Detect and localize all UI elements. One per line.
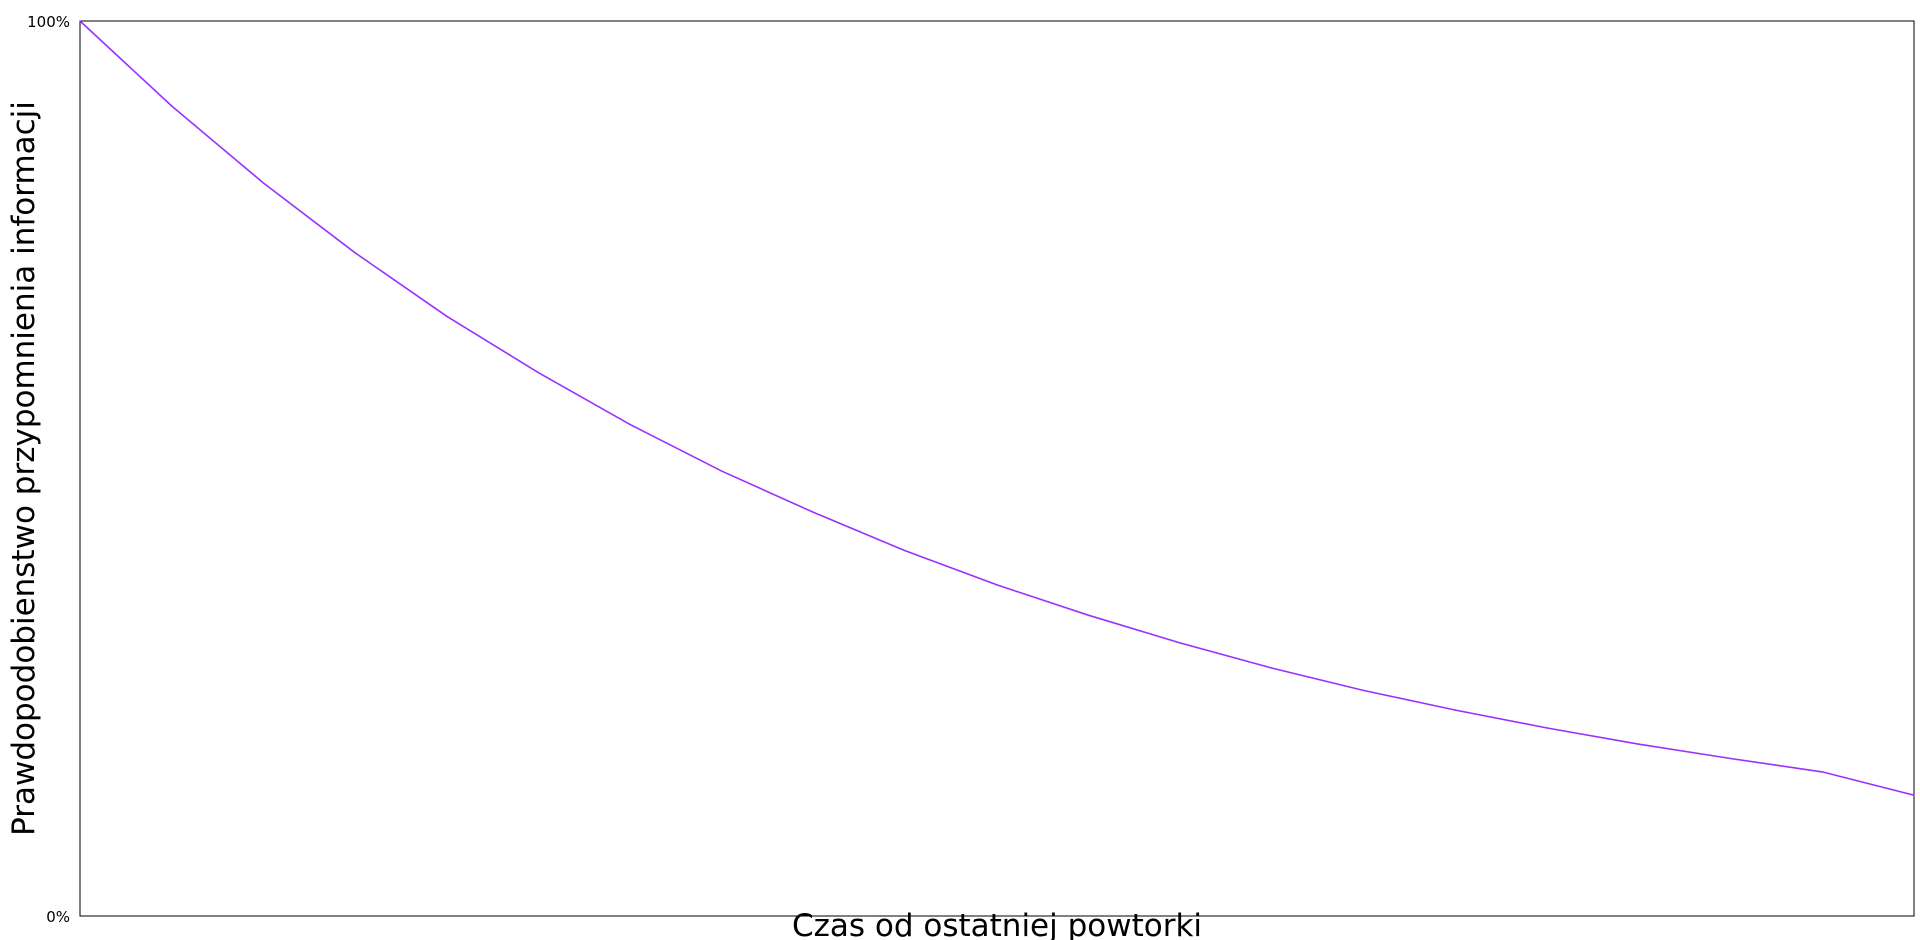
data-point [537, 371, 540, 374]
data-point [629, 423, 631, 426]
y-tick-label-min: 0% [46, 908, 70, 926]
data-point [1821, 771, 1824, 773]
data-point [262, 182, 265, 184]
data-point [1271, 667, 1273, 669]
data-point [996, 584, 998, 586]
data-point [1729, 757, 1732, 760]
data-point [904, 550, 907, 552]
data-point [1363, 689, 1365, 692]
y-tick-label-max: 100% [27, 13, 70, 31]
data-point [1087, 614, 1090, 617]
data-point [79, 20, 81, 22]
data-point [812, 511, 815, 514]
data-point [170, 105, 173, 107]
x-axis-title: Czas od ostatniej powtorki [792, 908, 1202, 940]
data-point [721, 470, 723, 473]
data-point [1638, 743, 1640, 745]
y-axis-title: Prawdopodobienstwo przypomnienia informa… [6, 101, 42, 836]
data-points [79, 20, 1915, 796]
data-point [1454, 709, 1457, 711]
data-point [1179, 642, 1182, 644]
data-point [1546, 727, 1548, 729]
plot-area-frame [79, 20, 1915, 917]
data-point [1913, 794, 1915, 796]
data-point [446, 315, 448, 318]
data-point [354, 252, 356, 254]
